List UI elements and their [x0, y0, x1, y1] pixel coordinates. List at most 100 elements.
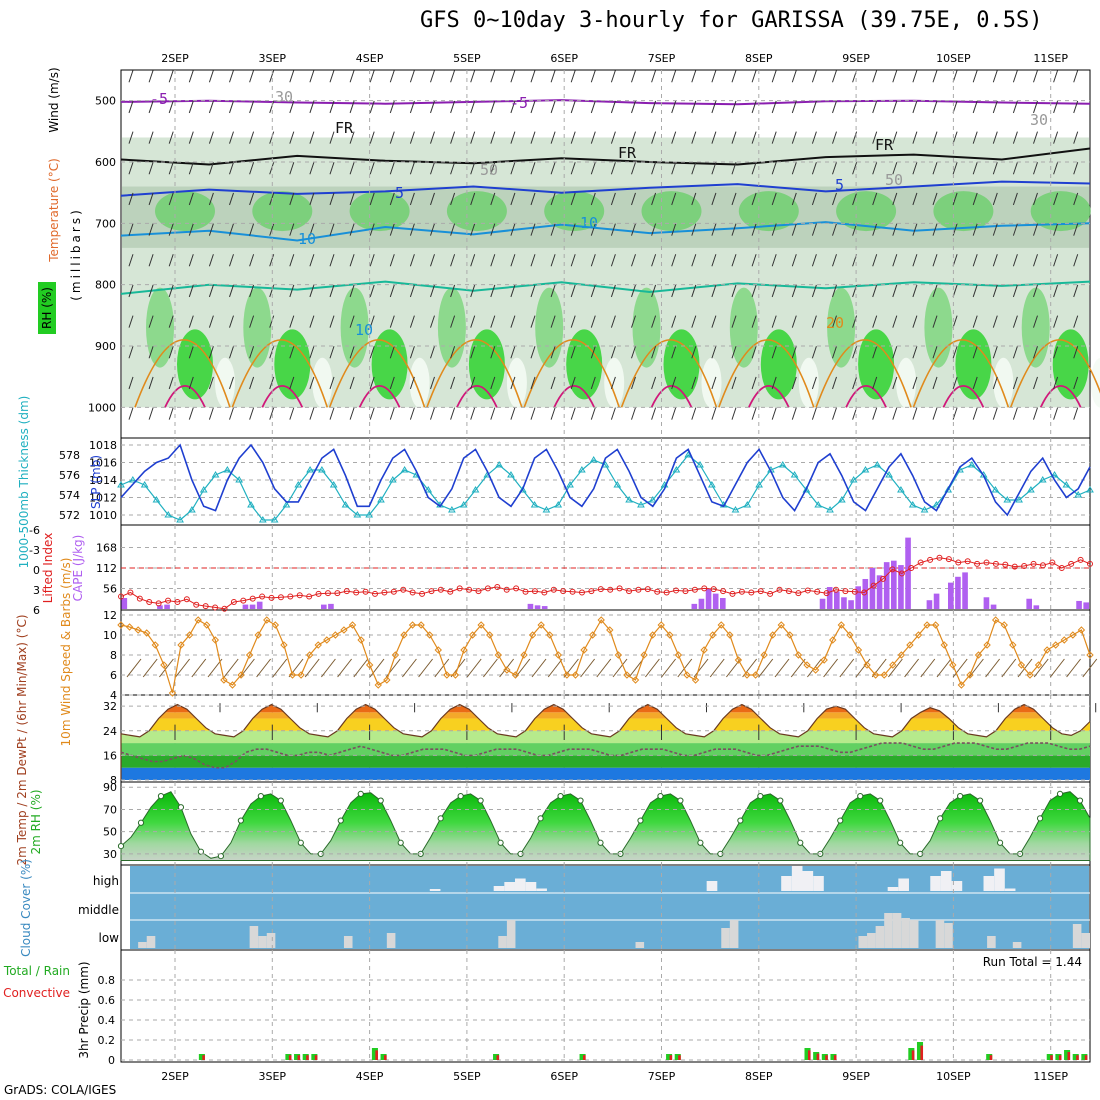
- rh-moist-cell: [760, 329, 797, 400]
- isotherm-20-loop: [523, 339, 620, 408]
- high-cloud-bar: [994, 868, 1005, 891]
- wind-barb: [671, 254, 677, 267]
- wind-speed-marker: [1026, 671, 1034, 679]
- wind-barb: [168, 70, 174, 83]
- wind-barb: [349, 223, 355, 236]
- wind-barb: [1033, 407, 1038, 420]
- wind-barb: [751, 376, 757, 390]
- rh-moist-cell: [349, 191, 410, 232]
- wind-barb-10m: [661, 658, 676, 678]
- wind-barb: [389, 131, 395, 144]
- wind-barb: [450, 346, 456, 359]
- top-date-label: 5SEP: [453, 52, 481, 65]
- wind-speed-marker: [597, 616, 605, 624]
- wind-barb: [872, 346, 878, 359]
- isotherm-25-loop: [553, 385, 596, 408]
- precip-tick: 0.8: [98, 974, 116, 987]
- thickness-marker: [530, 501, 539, 508]
- precip-axis-label: 3hr Precip (mm): [77, 961, 91, 1058]
- wind-barb: [269, 100, 275, 114]
- cape-bar: [698, 598, 705, 609]
- contour-label: 50: [480, 161, 498, 179]
- wind10m-axis-label: 10m Wind Speed & Barbs (m/s): [59, 558, 73, 747]
- wind-barb: [289, 100, 295, 114]
- rh-marker: [277, 797, 284, 804]
- rh-moist-cell: [1030, 191, 1091, 232]
- isotherm--5: [120, 99, 1091, 106]
- wind-barb: [1073, 70, 1079, 83]
- wind-barb: [811, 315, 817, 328]
- high-cloud-bar: [514, 878, 526, 891]
- wind-barb: [1073, 192, 1079, 206]
- wind-barb: [510, 346, 516, 359]
- wind-barb: [932, 131, 938, 144]
- wind-barb: [389, 223, 395, 236]
- wind-barb: [972, 223, 978, 236]
- cape-tick: 168: [96, 542, 117, 555]
- wind-barb: [570, 346, 576, 359]
- wind-barb: [570, 376, 576, 390]
- wind-barb: [168, 376, 174, 390]
- wind-barb: [972, 100, 978, 114]
- lifted-index-marker: [889, 566, 896, 573]
- isotherm-20-loop: [426, 339, 523, 408]
- wind-speed-marker: [914, 631, 923, 639]
- wind-barb: [550, 162, 556, 175]
- wind-barb: [309, 162, 315, 175]
- wind-barb: [590, 284, 596, 298]
- wind-barb: [892, 254, 898, 267]
- wind-barb: [430, 223, 435, 236]
- wind-barb: [892, 376, 898, 390]
- thickness-marker: [507, 471, 515, 478]
- wind-barb: [430, 131, 435, 144]
- wind-barb: [570, 131, 576, 144]
- wind-barb: [791, 407, 797, 420]
- wind-barb: [470, 162, 476, 175]
- precip-total-bar: [1072, 1054, 1079, 1060]
- wind-barb: [269, 162, 275, 175]
- wind-barb: [530, 192, 536, 206]
- precip-convective-bar: [288, 1055, 292, 1060]
- rh-dry-cell: [604, 357, 625, 408]
- wind-barb-10m: [612, 658, 628, 678]
- wind-barb: [309, 100, 315, 114]
- wind-speed-marker: [760, 651, 768, 659]
- wind-barb: [208, 284, 214, 298]
- contour-label: 10: [580, 214, 598, 232]
- wind-barb: [610, 192, 616, 206]
- cape-bar: [990, 604, 997, 609]
- pressure-tick: 600: [95, 156, 116, 169]
- cape-bar: [948, 582, 954, 609]
- wind-speed-marker: [383, 676, 391, 684]
- rh-marker: [837, 817, 844, 824]
- rh-marker: [937, 815, 944, 822]
- wind-barb: [1033, 162, 1038, 175]
- wind-barb: [651, 192, 657, 206]
- wind-barb: [972, 192, 978, 206]
- low-cloud-bar: [944, 923, 953, 948]
- wind-barb: [349, 315, 355, 328]
- precip-total-bar: [916, 1042, 924, 1060]
- wind-barb: [208, 70, 214, 83]
- wind-barb: [771, 100, 777, 114]
- rh-dry-cell: [701, 357, 722, 408]
- wind-barb: [1033, 70, 1038, 83]
- lifted-index-marker: [908, 565, 915, 571]
- precip-convective-bar: [989, 1055, 993, 1060]
- wind-barb: [148, 162, 154, 175]
- rh-dry-cell: [993, 357, 1014, 408]
- wind-speed-marker: [1077, 626, 1086, 634]
- wind-barb: [128, 162, 134, 175]
- rh-axis-label: RH (%): [40, 287, 54, 329]
- wind-speed-marker: [211, 636, 220, 644]
- wind-barb: [631, 70, 636, 83]
- wind-barb: [731, 223, 737, 236]
- wind-barb-10m: [790, 658, 806, 678]
- wind-barb: [631, 315, 636, 328]
- wind-speed-marker: [940, 641, 948, 649]
- wind-barb-10m: [272, 658, 288, 678]
- isotherm-20-loop: [231, 339, 329, 408]
- pressure-tick: 500: [95, 95, 116, 108]
- wind-barb: [610, 284, 616, 298]
- cape-bar: [955, 576, 961, 609]
